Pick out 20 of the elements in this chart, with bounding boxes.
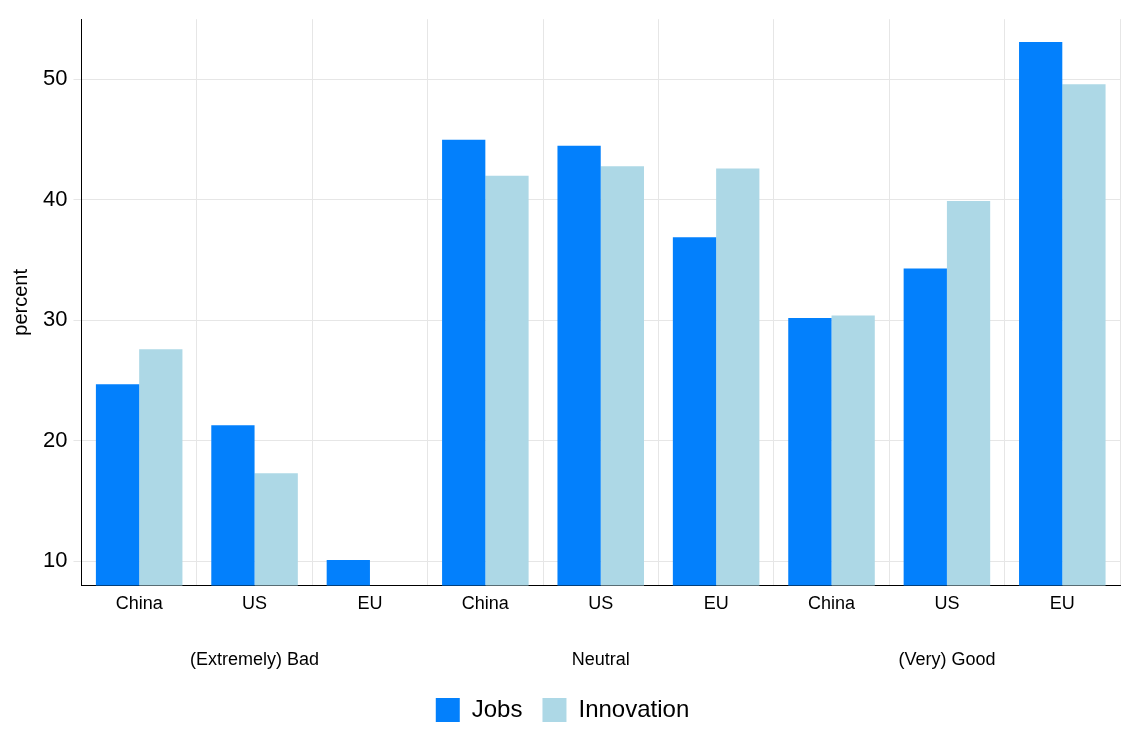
text: Neutral xyxy=(571,649,630,670)
x-tick-label: US xyxy=(588,593,614,614)
x-tick-label: China xyxy=(115,593,164,614)
x-tick-label: China xyxy=(808,593,857,614)
x-tick-label: China xyxy=(461,593,510,614)
y-tick-label: 30 xyxy=(42,306,68,332)
x-tick-label: EU xyxy=(703,593,729,614)
y-tick-label: 50 xyxy=(42,65,68,91)
y-tick-label: 20 xyxy=(42,426,68,452)
text: (Very) Good xyxy=(898,649,996,670)
x-tick-label: EU xyxy=(1049,593,1075,614)
x-tick-label: US xyxy=(934,593,960,614)
x-tick-label: EU xyxy=(357,593,383,614)
y-tick-label: 10 xyxy=(42,547,68,573)
legend-label: Innovation xyxy=(578,694,690,722)
y-tick-label: 40 xyxy=(42,185,68,211)
legend-label: Jobs xyxy=(471,694,523,722)
x-tick-label: US xyxy=(242,593,268,614)
text: (Extremely) Bad xyxy=(190,649,320,670)
y-axis-title: percent xyxy=(8,268,31,336)
